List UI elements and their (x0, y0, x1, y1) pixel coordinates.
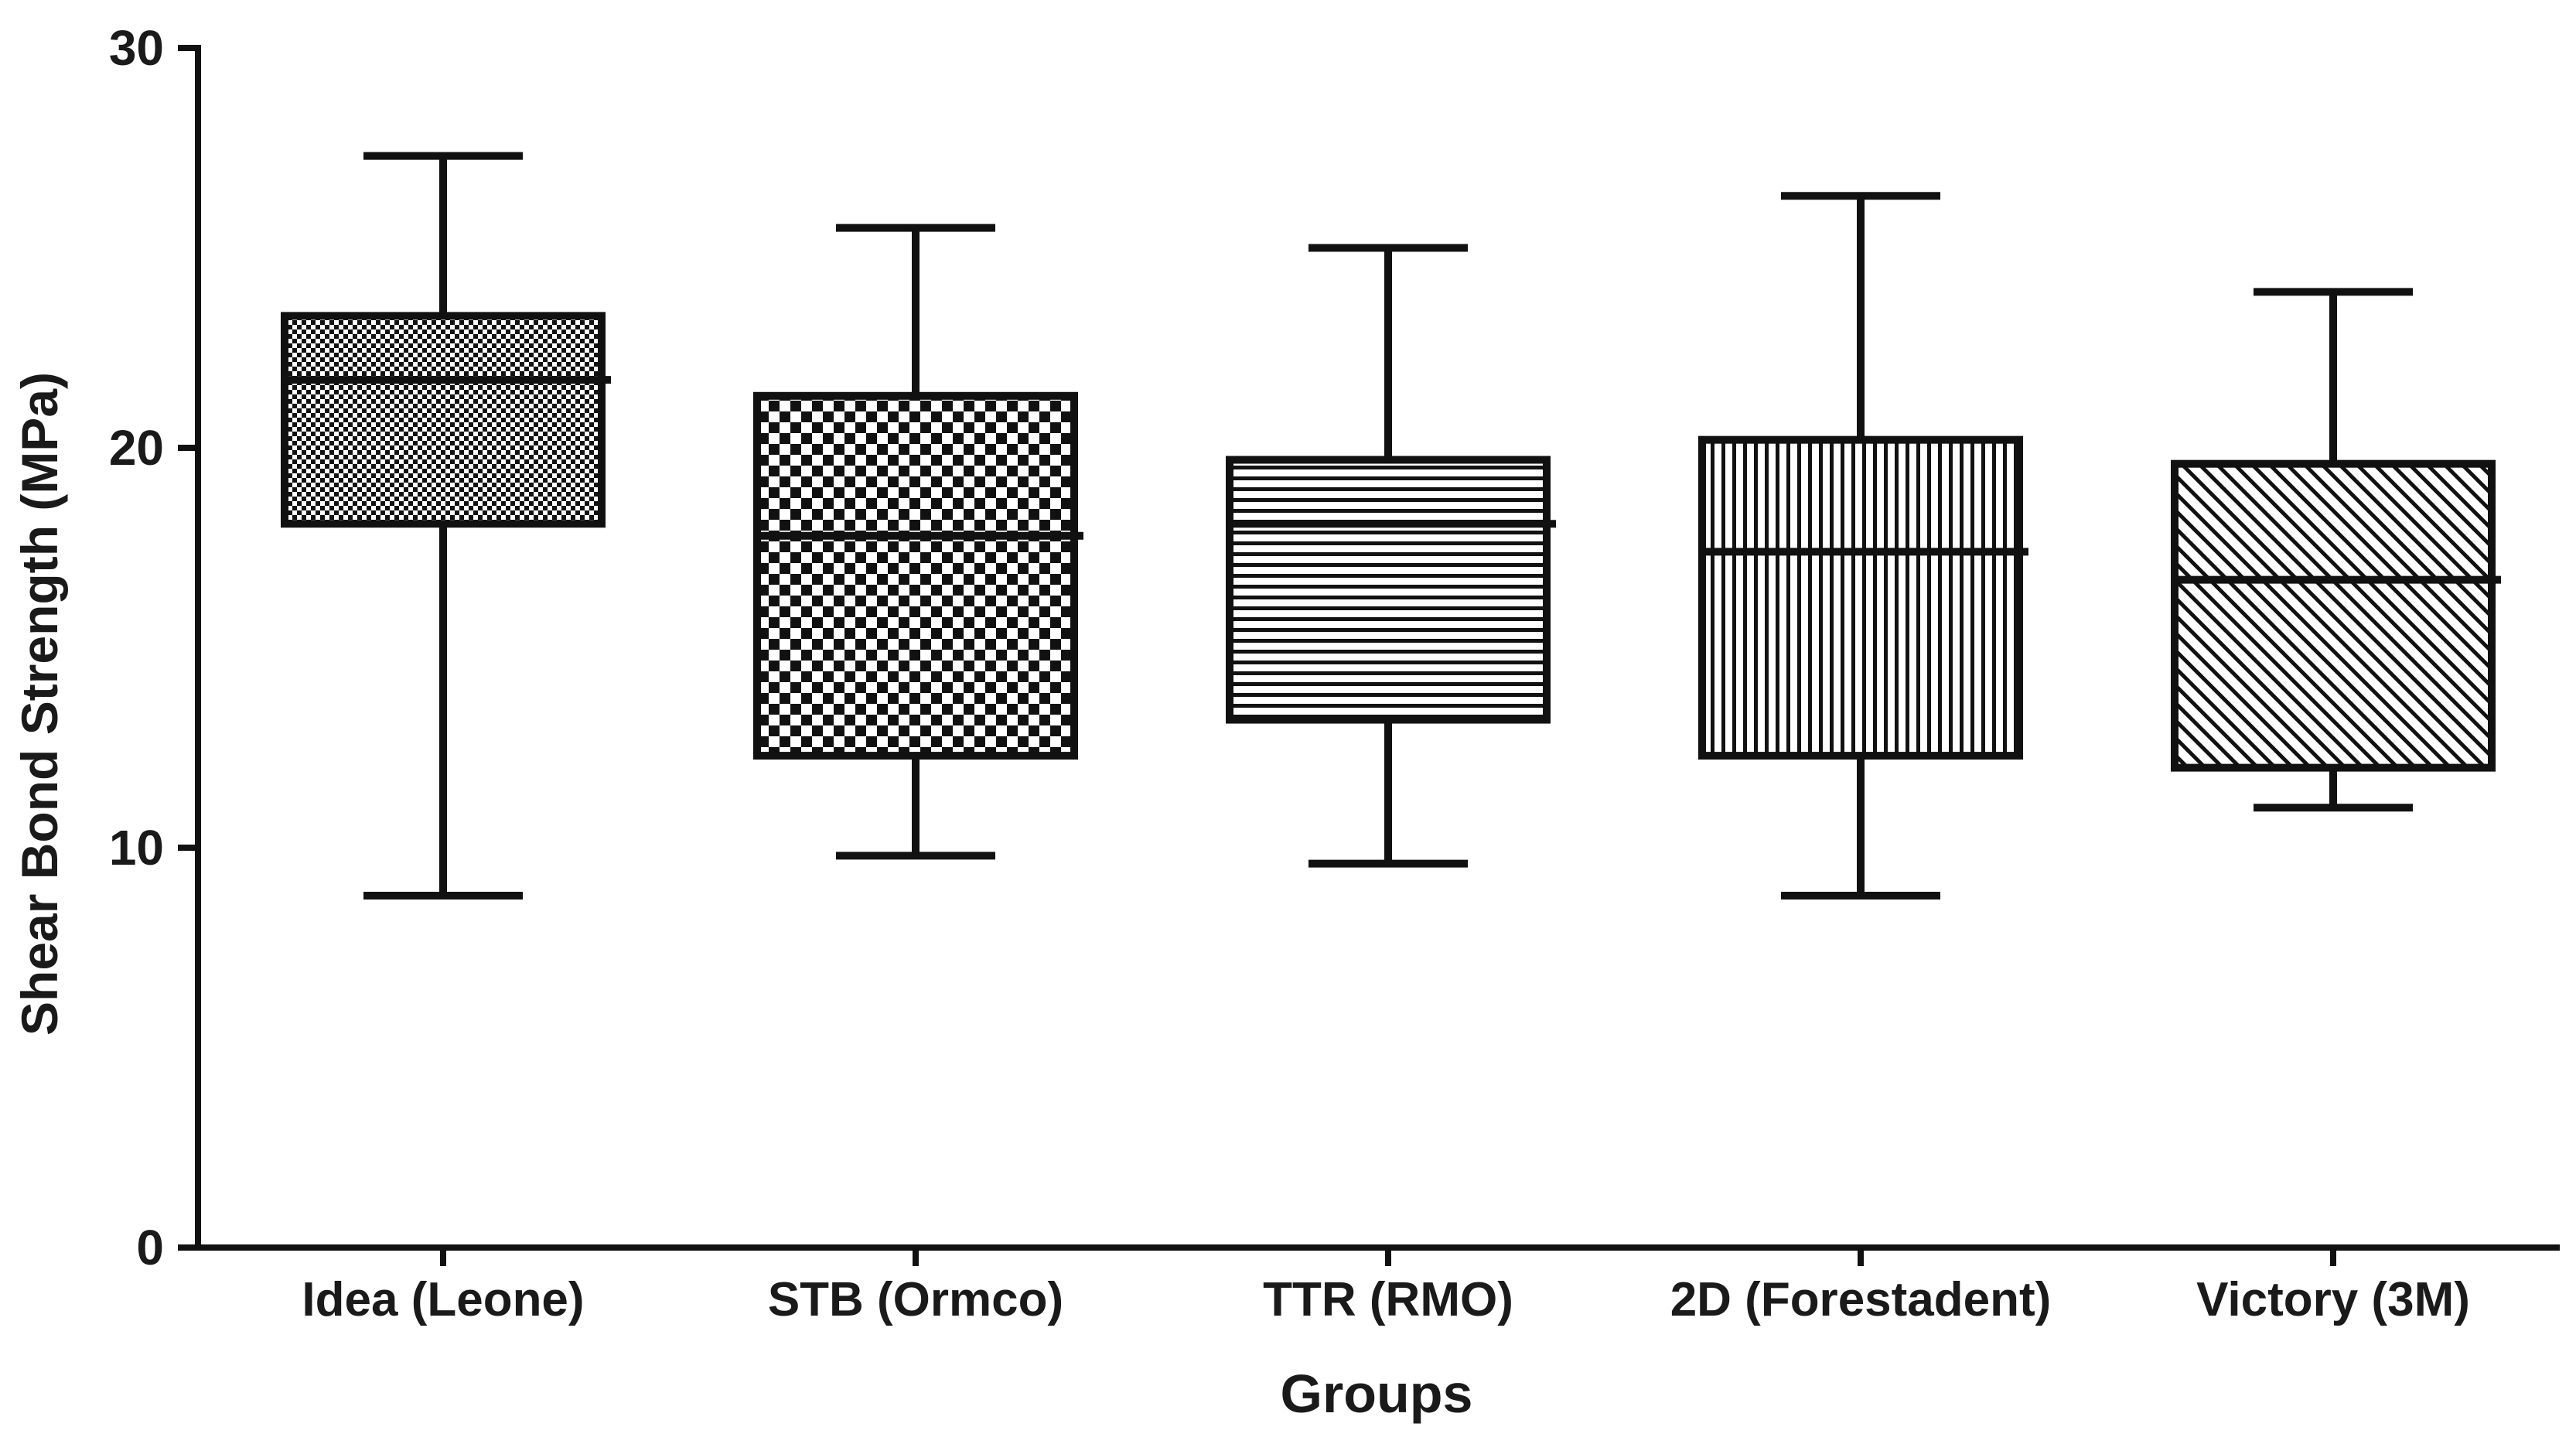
y-tick-label: 0 (136, 1220, 164, 1275)
iqr-box (1226, 456, 1551, 724)
x-tick-label: STB (Ormco) (768, 1273, 1063, 1326)
plot-marks (281, 152, 2501, 900)
box-group (281, 152, 611, 900)
x-tick-label: 2D (Forestadent) (1670, 1273, 2052, 1326)
iqr-box (2171, 459, 2496, 772)
y-ticks: 0 10 20 30 (109, 20, 198, 1275)
box-group (753, 224, 1083, 860)
box-group (2171, 288, 2501, 812)
y-axis-title: Shear Bond Strength (MPa) (11, 372, 68, 1036)
box-group (1698, 192, 2028, 900)
iqr-box (753, 391, 1078, 760)
y-tick-label: 20 (109, 420, 164, 476)
box-group (1226, 244, 1556, 868)
axes: 0 10 20 30 Idea (Leone) STB (Ormco) TTR (RMO)… (109, 20, 2560, 1326)
iqr-box (281, 312, 606, 528)
iqr-box (1698, 435, 2023, 760)
x-ticks: Idea (Leone) STB (Ormco) TTR (RMO) 2D (Fore… (302, 1248, 2470, 1326)
y-tick-label: 30 (109, 20, 164, 76)
x-tick-label: Idea (Leone) (302, 1273, 584, 1326)
x-axis-title: Groups (1281, 1364, 1473, 1424)
x-tick-label: TTR (RMO) (1263, 1273, 1513, 1326)
x-tick-label: Victory (3M) (2196, 1273, 2470, 1326)
y-tick-label: 10 (109, 820, 164, 876)
